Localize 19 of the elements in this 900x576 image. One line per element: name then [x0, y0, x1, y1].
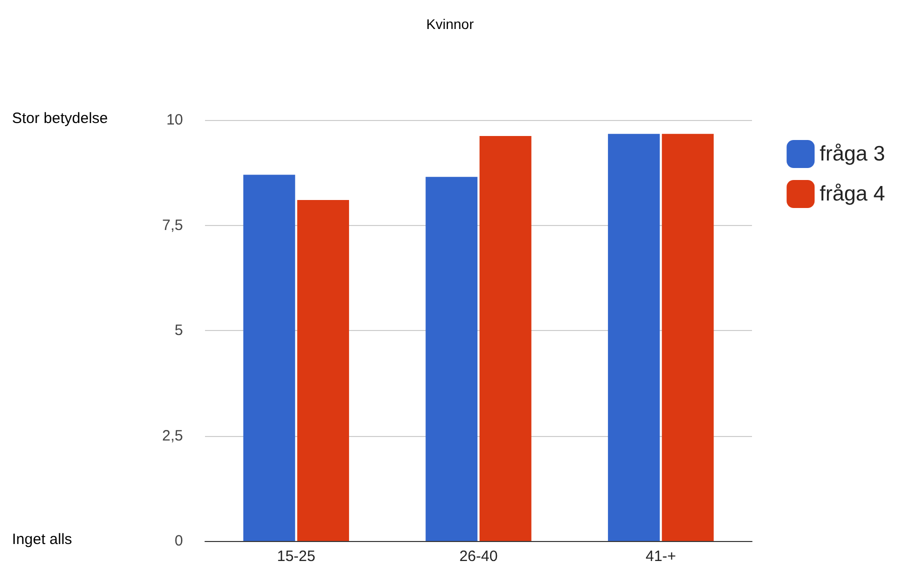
bar	[426, 176, 478, 541]
bar	[480, 136, 532, 541]
x-tick-label: 26-40	[459, 548, 498, 565]
bar	[297, 200, 350, 541]
bar	[608, 134, 660, 541]
x-tick-label: 15-25	[276, 548, 316, 565]
y-tick-label: 5	[174, 322, 183, 339]
y-tick-label: 7,5	[162, 216, 183, 234]
y-tick-label: 2,5	[162, 427, 183, 444]
y-tick-label: 0	[174, 532, 183, 550]
x-tick-label: 41-+	[646, 548, 676, 565]
legend-label: fråga 3	[820, 142, 886, 166]
y-tick-label: 10	[166, 112, 183, 128]
bar	[243, 174, 296, 541]
legend-label: fråga 4	[820, 182, 886, 206]
text: Inget alls	[12, 531, 72, 548]
bar	[662, 134, 714, 541]
chart-title: Kvinnor	[426, 16, 474, 32]
text: Stor betydelse	[12, 110, 108, 127]
